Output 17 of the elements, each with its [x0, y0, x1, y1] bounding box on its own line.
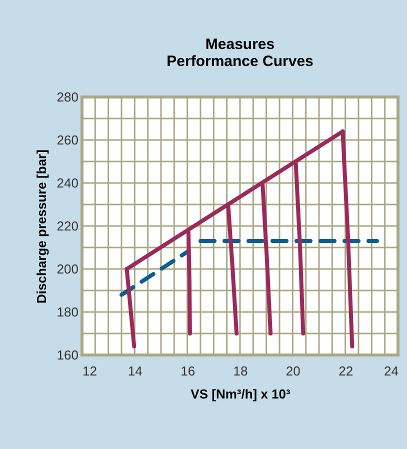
- y-tick-label: 260: [56, 132, 78, 148]
- x-tick-label: 18: [233, 364, 248, 378]
- y-tick-label: 180: [56, 304, 78, 320]
- x-tick-label: 12: [82, 364, 97, 378]
- y-tick-label: 160: [56, 348, 78, 362]
- y-tick-label: 280: [56, 90, 78, 104]
- y-axis-title: Discharge pressure [bar]: [34, 150, 49, 304]
- x-tick-label: 14: [128, 364, 142, 378]
- x-axis-title: VS [Nm³/h] x 10³: [190, 386, 292, 402]
- x-tick-label: 20: [286, 364, 300, 378]
- x-tick-label: 22: [338, 364, 354, 378]
- chart-title: Measures Performance Curves: [166, 36, 314, 70]
- x-tick-label: 16: [180, 364, 196, 378]
- y-tick-label: 200: [56, 262, 78, 276]
- y-tick-label: 240: [56, 176, 78, 190]
- x-tick-label: 24: [384, 364, 398, 378]
- y-tick-label: 220: [56, 218, 78, 234]
